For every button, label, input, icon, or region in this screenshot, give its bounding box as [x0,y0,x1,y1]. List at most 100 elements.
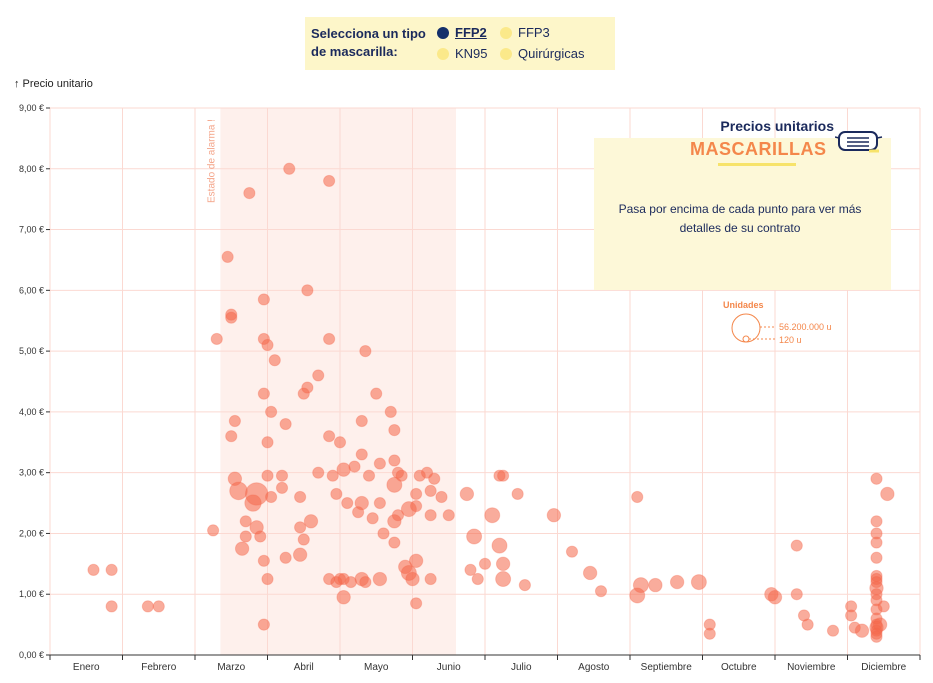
data-point[interactable] [466,528,483,545]
data-point[interactable] [877,600,890,613]
data-point[interactable] [257,618,270,631]
data-point[interactable] [386,476,403,493]
data-point[interactable] [826,624,840,637]
data-point[interactable] [257,293,270,306]
data-point[interactable] [244,482,269,506]
data-point[interactable] [341,496,354,510]
data-point[interactable] [870,551,883,564]
data-point[interactable] [336,462,351,477]
data-point[interactable] [845,609,858,622]
data-point[interactable] [391,509,405,522]
data-point[interactable] [261,436,274,449]
data-point[interactable] [373,457,386,470]
data-point[interactable] [388,424,401,437]
data-point[interactable] [690,574,707,591]
data-point[interactable] [373,496,386,510]
data-point[interactable] [582,565,598,581]
data-point[interactable] [348,460,361,473]
data-point[interactable] [471,572,484,586]
data-point[interactable] [854,623,870,638]
data-point[interactable] [279,417,292,431]
data-point[interactable] [669,574,685,590]
data-point[interactable] [464,563,477,577]
data-point[interactable] [511,487,524,501]
data-point[interactable] [257,387,270,400]
data-point[interactable] [518,579,531,592]
data-point[interactable] [234,541,250,556]
data-point[interactable] [478,557,492,570]
data-point[interactable] [261,572,274,586]
data-point[interactable] [294,490,307,504]
data-point[interactable] [790,539,803,552]
data-point[interactable] [268,354,281,367]
data-point[interactable] [275,469,289,482]
data-point[interactable] [229,481,248,501]
data-point[interactable] [326,469,339,482]
data-point[interactable] [265,405,278,418]
data-point[interactable] [221,250,234,264]
data-point[interactable] [870,630,883,643]
data-point[interactable] [372,571,388,587]
data-point[interactable] [410,487,423,501]
data-point[interactable] [228,414,241,428]
data-point[interactable] [297,533,310,546]
data-point[interactable] [87,563,100,577]
data-point[interactable] [631,490,644,504]
data-point[interactable] [279,551,292,564]
data-point[interactable] [872,617,888,632]
data-point[interactable] [870,536,883,549]
data-point[interactable] [207,524,220,537]
data-point[interactable] [801,618,814,631]
data-point[interactable] [384,405,397,418]
data-point[interactable] [239,530,252,543]
data-point[interactable] [405,571,420,587]
data-point[interactable] [366,512,379,525]
data-point[interactable] [312,466,325,479]
data-point[interactable] [870,515,883,528]
data-point[interactable] [354,495,369,511]
data-point[interactable] [491,537,508,554]
data-point[interactable] [323,332,336,346]
data-point[interactable] [424,572,437,586]
data-point[interactable] [355,448,368,461]
data-point[interactable] [632,577,649,594]
data-point[interactable] [546,508,562,523]
data-point[interactable] [355,414,368,428]
data-point[interactable] [257,554,270,567]
data-point[interactable] [261,469,274,482]
data-point[interactable] [243,186,256,200]
data-point[interactable] [323,174,336,188]
data-point[interactable] [435,490,448,504]
data-point[interactable] [484,507,501,524]
data-point[interactable] [330,487,343,501]
data-point[interactable] [497,469,510,482]
data-point[interactable] [283,162,296,175]
data-point[interactable] [565,545,579,558]
data-point[interactable] [410,499,423,513]
data-point[interactable] [303,514,319,529]
data-point[interactable] [767,590,783,605]
data-point[interactable] [790,588,803,601]
data-point[interactable] [594,585,608,598]
data-point[interactable] [424,484,437,497]
data-point[interactable] [225,311,238,324]
data-point[interactable] [870,472,883,485]
data-point[interactable] [301,284,314,297]
data-point[interactable] [225,430,238,443]
data-point[interactable] [495,556,511,572]
data-point[interactable] [105,600,118,613]
data-point[interactable] [410,597,423,610]
data-point[interactable] [428,472,441,485]
data-point[interactable] [359,575,372,589]
data-point[interactable] [370,387,383,400]
data-point[interactable] [442,509,455,522]
legend-item-ffp3[interactable]: FFP3 [500,25,550,40]
data-point[interactable] [359,345,372,358]
data-point[interactable] [210,332,223,346]
data-point[interactable] [105,563,118,577]
data-point[interactable] [323,430,336,443]
data-point[interactable] [294,521,307,534]
data-point[interactable] [362,469,376,482]
data-point[interactable] [141,600,154,613]
data-point[interactable] [388,454,401,467]
